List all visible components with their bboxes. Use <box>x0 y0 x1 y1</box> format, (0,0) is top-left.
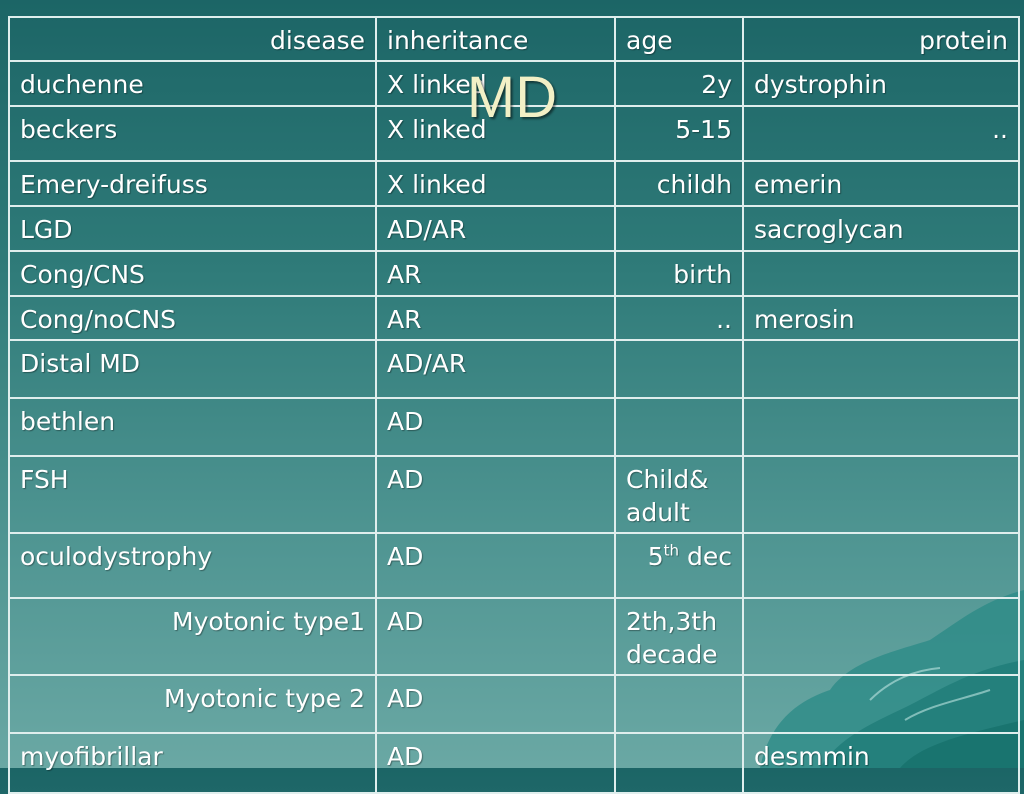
table-row: myofibrillar AD desmmin <box>8 732 1020 794</box>
age-cell <box>614 397 744 457</box>
table-row: Emery-dreifuss X linked childh emerin <box>8 160 1020 207</box>
age-cell: 2th,3th decade <box>614 597 744 676</box>
inheritance-cell: AD <box>375 674 616 734</box>
disease-cell: Distal MD <box>8 339 377 399</box>
age-ordinal-number: 5 <box>647 542 664 571</box>
age-cell: 2y <box>614 60 744 107</box>
inheritance-cell: AR <box>375 250 616 297</box>
inheritance-cell: AD <box>375 455 616 534</box>
disease-cell: duchenne <box>8 60 377 107</box>
disease-cell: Emery-dreifuss <box>8 160 377 207</box>
age-cell: 5-15 <box>614 105 744 162</box>
protein-cell <box>742 250 1020 297</box>
inheritance-cell: AD <box>375 397 616 457</box>
disease-cell: Myotonic type 2 <box>8 674 377 734</box>
disease-cell: Cong/CNS <box>8 250 377 297</box>
inheritance-cell: AD/AR <box>375 339 616 399</box>
disease-cell: bethlen <box>8 397 377 457</box>
header-row: disease inheritance age protein <box>8 16 1020 62</box>
inheritance-cell: AD/AR <box>375 205 616 252</box>
inheritance-cell: X linked <box>375 60 616 107</box>
table-row: Distal MD AD/AR <box>8 339 1020 399</box>
inheritance-cell: X linked <box>375 105 616 162</box>
protein-cell <box>742 397 1020 457</box>
age-cell <box>614 674 744 734</box>
table-row: duchenne X linked 2y dystrophin <box>8 60 1020 107</box>
header-inheritance: inheritance <box>375 16 616 62</box>
age-cell <box>614 339 744 399</box>
age-cell <box>614 732 744 794</box>
protein-cell: .. <box>742 105 1020 162</box>
inheritance-cell: X linked <box>375 160 616 207</box>
table-row: Myotonic type 2 AD <box>8 674 1020 734</box>
age-ordinal-suffix: th <box>663 541 680 560</box>
header-age: age <box>614 16 744 62</box>
protein-cell <box>742 455 1020 534</box>
header-disease: disease <box>8 16 377 62</box>
protein-cell <box>742 597 1020 676</box>
table-row: bethlen AD <box>8 397 1020 457</box>
inheritance-cell: AD <box>375 532 616 599</box>
disease-cell: Cong/noCNS <box>8 295 377 341</box>
protein-cell <box>742 674 1020 734</box>
table-row: Cong/noCNS AR .. merosin <box>8 295 1020 341</box>
disease-cell: myofibrillar <box>8 732 377 794</box>
protein-cell <box>742 532 1020 599</box>
age-cell: birth <box>614 250 744 297</box>
table-row: Cong/CNS AR birth <box>8 250 1020 297</box>
protein-cell: merosin <box>742 295 1020 341</box>
table-row: LGD AD/AR sacroglycan <box>8 205 1020 252</box>
md-table: disease inheritance age protein duchenne… <box>8 16 1020 794</box>
inheritance-cell: AR <box>375 295 616 341</box>
protein-cell <box>742 339 1020 399</box>
age-cell: .. <box>614 295 744 341</box>
protein-cell: sacroglycan <box>742 205 1020 252</box>
protein-cell: emerin <box>742 160 1020 207</box>
disease-cell: Myotonic type1 <box>8 597 377 676</box>
protein-cell: dystrophin <box>742 60 1020 107</box>
disease-cell: LGD <box>8 205 377 252</box>
age-cell: 5th dec <box>614 532 744 599</box>
disease-cell: FSH <box>8 455 377 534</box>
disease-cell: beckers <box>8 105 377 162</box>
age-cell <box>614 205 744 252</box>
table-row: FSH AD Child& adult <box>8 455 1020 534</box>
age-unit: dec <box>679 542 732 571</box>
disease-cell: oculodystrophy <box>8 532 377 599</box>
inheritance-cell: AD <box>375 597 616 676</box>
table-row: beckers X linked 5-15 .. <box>8 105 1020 162</box>
table-row: Myotonic type1 AD 2th,3th decade <box>8 597 1020 676</box>
header-protein: protein <box>742 16 1020 62</box>
age-cell: Child& adult <box>614 455 744 534</box>
inheritance-cell: AD <box>375 732 616 794</box>
age-cell: childh <box>614 160 744 207</box>
table-row: oculodystrophy AD 5th dec <box>8 532 1020 599</box>
protein-cell: desmmin <box>742 732 1020 794</box>
